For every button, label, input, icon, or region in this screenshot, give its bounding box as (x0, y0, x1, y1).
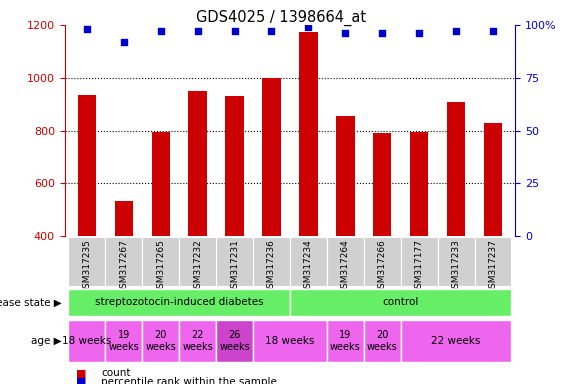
Bar (484, 122, 502, 342)
Bar (299, 31, 318, 342)
Text: 18 weeks: 18 weeks (62, 336, 111, 346)
Text: age ▶: age ▶ (32, 336, 62, 346)
Bar (151, 132, 170, 342)
Text: 22 weeks: 22 weeks (431, 336, 481, 346)
Bar (364, 237, 401, 286)
Text: 19
weeks: 19 weeks (109, 330, 139, 352)
Point (119, 39, 128, 45)
Text: percentile rank within the sample: percentile rank within the sample (101, 377, 277, 384)
Point (489, 28, 498, 35)
Bar (327, 237, 364, 286)
Point (82, 26, 91, 32)
Bar (475, 237, 511, 286)
Bar (401, 237, 437, 286)
Text: 20
weeks: 20 weeks (145, 330, 176, 352)
Bar (105, 237, 142, 286)
Bar (69, 320, 105, 362)
Text: ■: ■ (76, 368, 87, 378)
Text: GDS4025 / 1398664_at: GDS4025 / 1398664_at (196, 10, 367, 26)
Text: GSM317266: GSM317266 (378, 239, 387, 294)
Bar (262, 78, 281, 342)
Bar (253, 320, 327, 362)
Text: GSM317177: GSM317177 (415, 239, 424, 294)
Text: 22
weeks: 22 weeks (182, 330, 213, 352)
Bar (364, 320, 401, 362)
Text: 18 weeks: 18 weeks (265, 336, 315, 346)
Point (415, 30, 424, 36)
Bar (78, 95, 96, 342)
Bar (447, 101, 465, 342)
Bar (179, 237, 216, 286)
Text: disease state ▶: disease state ▶ (0, 297, 62, 308)
Text: GSM317233: GSM317233 (452, 239, 461, 294)
Text: ■: ■ (76, 377, 87, 384)
Text: GSM317267: GSM317267 (119, 239, 128, 294)
Bar (189, 91, 207, 342)
Bar (179, 320, 216, 362)
Bar (105, 320, 142, 362)
Text: GSM317264: GSM317264 (341, 239, 350, 293)
Bar (253, 237, 290, 286)
Point (378, 30, 387, 36)
Text: GSM317232: GSM317232 (193, 239, 202, 293)
Bar (290, 237, 327, 286)
Text: GSM317235: GSM317235 (82, 239, 91, 294)
Text: GSM317236: GSM317236 (267, 239, 276, 294)
Bar (142, 237, 179, 286)
Bar (437, 237, 475, 286)
Text: GSM317234: GSM317234 (304, 239, 313, 293)
Bar (290, 289, 511, 316)
Bar (401, 320, 511, 362)
Point (267, 28, 276, 35)
Point (452, 28, 461, 35)
Bar (410, 132, 428, 342)
Text: 19
weeks: 19 weeks (330, 330, 361, 352)
Text: GSM317265: GSM317265 (156, 239, 165, 294)
Text: GSM317231: GSM317231 (230, 239, 239, 294)
Point (304, 24, 313, 30)
Point (230, 28, 239, 35)
Point (341, 30, 350, 36)
Bar (373, 133, 391, 342)
Text: 20
weeks: 20 weeks (367, 330, 397, 352)
Bar (142, 320, 179, 362)
Text: control: control (382, 297, 419, 308)
Bar (69, 289, 290, 316)
Bar (225, 96, 244, 342)
Bar (336, 116, 355, 342)
Bar (69, 237, 105, 286)
Bar (327, 320, 364, 362)
Text: 26
weeks: 26 weeks (219, 330, 250, 352)
Bar (216, 320, 253, 362)
Text: count: count (101, 368, 131, 378)
Point (156, 28, 165, 35)
Text: GSM317237: GSM317237 (489, 239, 498, 294)
Point (193, 28, 202, 35)
Bar (115, 200, 133, 342)
Bar (216, 237, 253, 286)
Text: streptozotocin-induced diabetes: streptozotocin-induced diabetes (95, 297, 263, 308)
